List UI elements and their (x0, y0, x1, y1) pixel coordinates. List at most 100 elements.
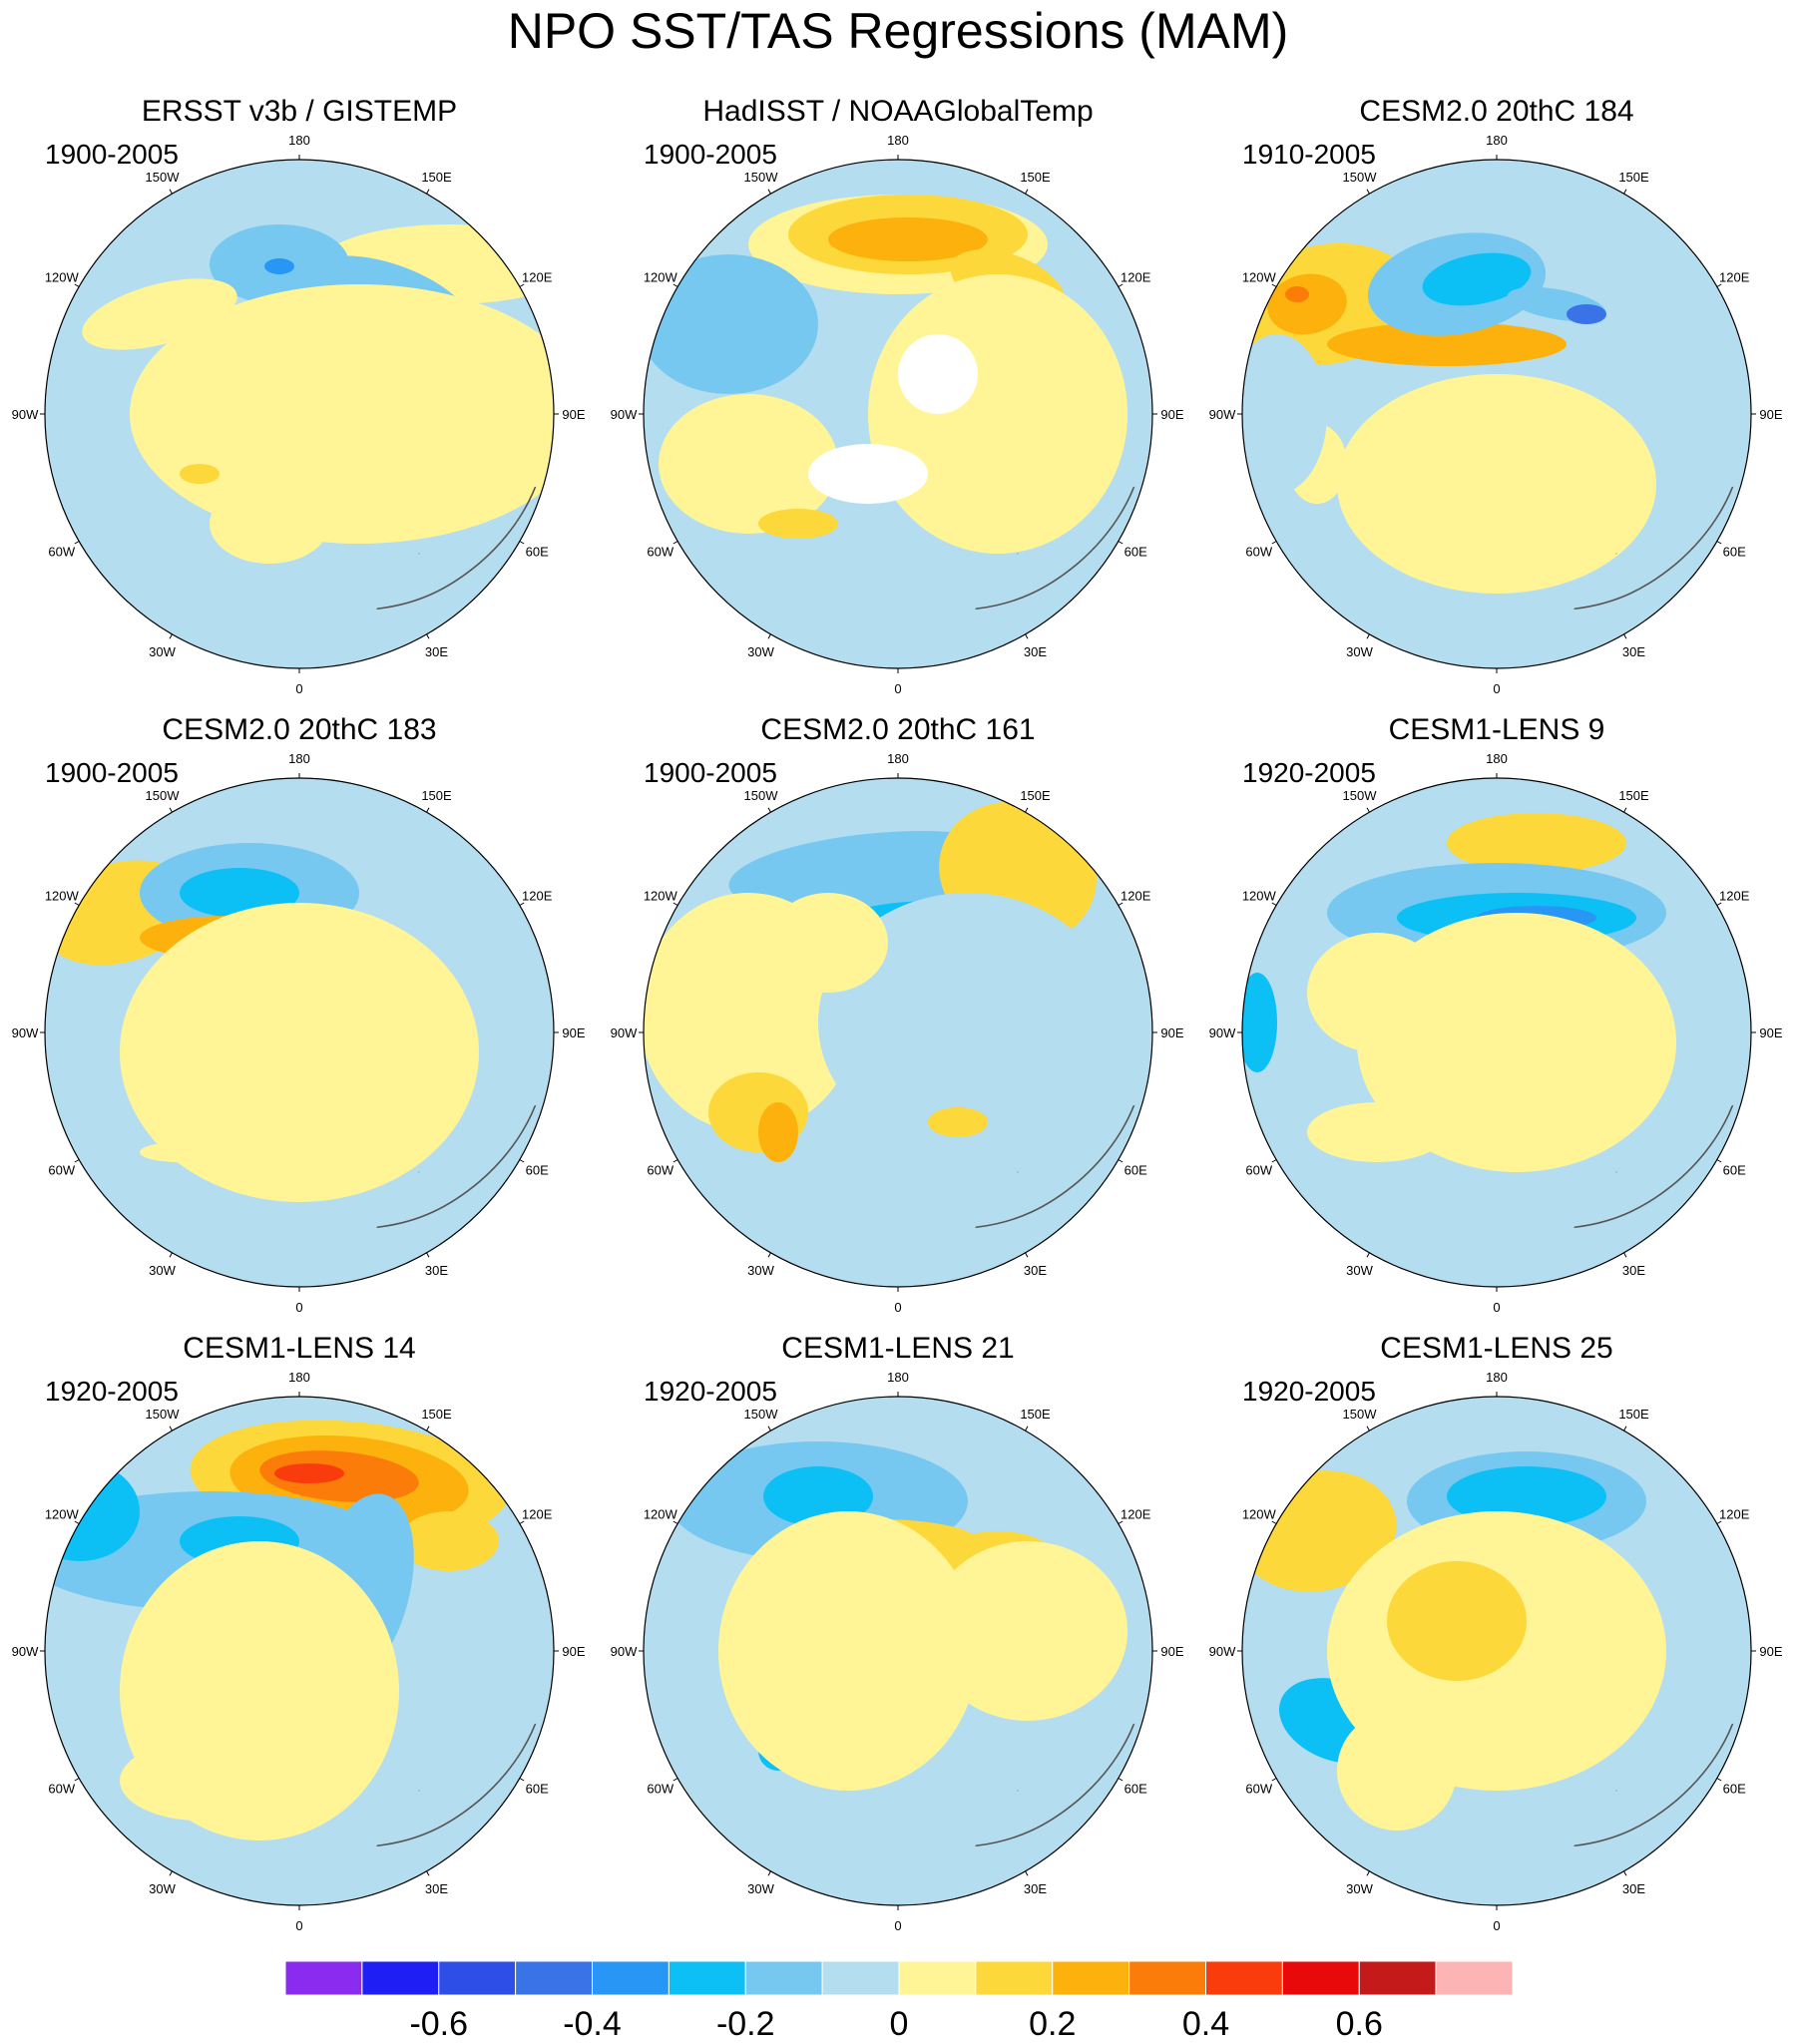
map-panel-lens9: CESM1-LENS 9 1920-2005 180 150E 120E 90E 60E 30… (1197, 713, 1796, 1332)
longitude-label: 90E (1759, 1025, 1782, 1040)
longitude-tick (1366, 633, 1370, 639)
longitude-label: 0 (1493, 1300, 1500, 1315)
longitude-label: 120W (1242, 889, 1277, 904)
longitude-label: 120E (522, 270, 553, 285)
longitude-label: 180 (887, 751, 909, 766)
colorbar-swatch (1281, 1961, 1360, 1996)
longitude-tick (767, 189, 771, 195)
field-contours (1242, 1451, 1666, 1831)
longitude-label: 180 (1486, 751, 1508, 766)
longitude-label: 180 (887, 133, 909, 148)
colorbar-tick-label: -0.6 (409, 2005, 469, 2043)
field-contours (644, 801, 1118, 1162)
anomaly-contour (1567, 304, 1606, 324)
coastline (1542, 479, 1743, 611)
longitude-tick (767, 807, 771, 813)
longitude-label: 30W (747, 1263, 774, 1278)
coastline (943, 479, 1144, 611)
coastline (1542, 1716, 1743, 1847)
anomaly-contour (140, 1142, 220, 1162)
longitude-label: 30W (1346, 1881, 1373, 1896)
anomaly-contour (210, 484, 329, 564)
map-panel-cesm2-161: CESM2.0 20thC 161 1900-2005 180 150E 120E 90E… (599, 713, 1197, 1332)
anomaly-contour (1327, 322, 1567, 366)
longitude-label: 60W (647, 1782, 674, 1797)
colorbar (285, 1961, 1513, 1996)
longitude-label: 30W (747, 1881, 774, 1896)
longitude-label: 60E (1124, 1163, 1147, 1178)
panel-title: HadISST / NOAAGlobalTemp (702, 95, 1094, 128)
colorbar-tick-label: 0.6 (1335, 2005, 1383, 2043)
longitude-tick (767, 1870, 771, 1876)
longitude-label: 150W (1343, 170, 1378, 185)
panel-title: CESM1-LENS 9 (1388, 713, 1605, 746)
panel-period: 1920-2005 (644, 1376, 777, 1407)
longitude-label: 180 (288, 133, 310, 148)
longitude-label: 90W (12, 1644, 39, 1659)
longitude-label: 120E (1121, 270, 1151, 285)
longitude-tick (1716, 1159, 1722, 1163)
colorbar-swatch (744, 1961, 823, 1996)
anomaly-contour (399, 1511, 499, 1571)
longitude-label: 120W (45, 889, 80, 904)
longitude-tick (1025, 633, 1029, 639)
longitude-label: 120W (45, 1507, 80, 1522)
panel-title: CESM1-LENS 14 (183, 1332, 416, 1365)
coastline (344, 479, 546, 611)
longitude-tick (1025, 807, 1029, 813)
longitude-tick (1623, 189, 1627, 195)
longitude-label: 60W (1245, 1163, 1272, 1178)
longitude-label: 60E (1723, 545, 1746, 560)
anomaly-contour (644, 254, 818, 394)
map-panel-lens25: CESM1-LENS 25 1920-2005 180 150E 120E 90E 60E 3… (1197, 1332, 1796, 1950)
longitude-label: 0 (1493, 1918, 1500, 1933)
panel-period: 1910-2005 (1242, 139, 1376, 170)
longitude-label: 60W (647, 545, 674, 560)
longitude-label: 120W (644, 270, 678, 285)
longitude-label: 60E (526, 1163, 549, 1178)
polar-map: 180 150E 120E 90E 60E 30E 0 30W 60W 90W 120W 150W (12, 1370, 586, 1933)
longitude-tick (74, 1778, 80, 1782)
colorbar-swatch (361, 1961, 440, 1996)
field-contours (82, 224, 554, 564)
longitude-tick (519, 1520, 525, 1524)
longitude-tick (1271, 541, 1277, 545)
anomaly-contour (718, 1511, 978, 1791)
longitude-label: 150E (1020, 788, 1051, 803)
longitude-label: 90E (562, 1644, 585, 1659)
longitude-label: 120W (644, 889, 678, 904)
missing-data-region (898, 334, 978, 414)
panel-title: CESM2.0 20thC 183 (162, 713, 437, 746)
field-contours (1242, 232, 1656, 594)
anomaly-contour (1387, 1561, 1527, 1681)
longitude-tick (519, 1159, 525, 1163)
longitude-label: 150W (146, 170, 181, 185)
longitude-tick (1716, 1778, 1722, 1782)
longitude-tick (74, 541, 80, 545)
longitude-label: 150E (421, 1407, 452, 1422)
panel-title: CESM2.0 20thC 184 (1359, 95, 1634, 128)
panel-period: 1900-2005 (644, 139, 777, 170)
polar-map: 180 150E 120E 90E 60E 30E 0 30W 60W 90W 120W 150W (12, 133, 586, 696)
colorbar-swatch (898, 1961, 977, 1996)
longitude-tick (426, 633, 430, 639)
anomaly-contour (818, 893, 1118, 1152)
longitude-label: 120E (1719, 1507, 1750, 1522)
longitude-label: 60E (1723, 1163, 1746, 1178)
anomaly-contour (1337, 374, 1656, 594)
longitude-tick (1271, 902, 1277, 906)
panel-title: CESM1-LENS 21 (781, 1332, 1015, 1365)
field-contours (1242, 813, 1676, 1172)
longitude-tick (169, 1252, 173, 1258)
longitude-label: 90E (562, 1025, 585, 1040)
longitude-tick (1118, 1520, 1123, 1524)
longitude-label: 90W (611, 407, 638, 422)
longitude-tick (426, 189, 430, 195)
longitude-tick (767, 633, 771, 639)
longitude-tick (1716, 1520, 1722, 1524)
anomaly-contour (180, 464, 220, 484)
longitude-label: 30W (149, 644, 176, 659)
field-contours (669, 1441, 1127, 1791)
panel-title: CESM1-LENS 25 (1380, 1332, 1613, 1365)
longitude-label: 150W (1343, 788, 1378, 803)
